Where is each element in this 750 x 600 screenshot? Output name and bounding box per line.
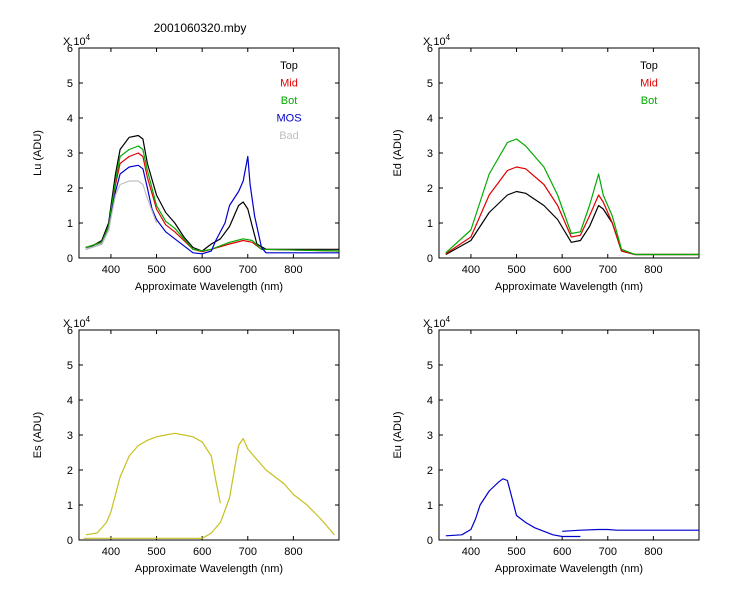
series-1-line: [85, 432, 221, 536]
legend-item-bot: Bot: [281, 95, 298, 107]
series-bad-line: [85, 180, 158, 250]
legend-item-mid: Mid: [280, 78, 298, 90]
y-tick-label: 2: [67, 465, 73, 477]
y-axis-label: Ed (ADU): [392, 129, 404, 176]
x-tick-label: 400: [462, 264, 480, 276]
series-top-line: [85, 134, 339, 252]
plot-frame: [78, 47, 340, 259]
y-axis-label: Eu (ADU): [392, 411, 404, 458]
series-top-line: [445, 190, 699, 256]
y-tick-label: 3: [67, 430, 73, 442]
legend-item-bad: Bad: [279, 130, 299, 142]
y-tick-label: 1: [67, 500, 73, 512]
x-tick-label: 500: [147, 546, 165, 558]
x-tick-label: 700: [599, 546, 617, 558]
y-tick-label: 1: [67, 218, 73, 230]
series-bot-line: [445, 138, 699, 256]
chart-ed: 400 500 600 700 800 0 1 2 3 4 5 6X 104 Approximate W…: [392, 33, 700, 293]
chart-eu: 400 500 600 700 800 0 1 2 3 4 5 6X 104 Approximate W…: [392, 315, 700, 575]
x-tick-label: 500: [507, 264, 525, 276]
series-2-line: [562, 528, 699, 532]
legend-item-bot: Bot: [641, 95, 658, 107]
y-tick-label: 3: [427, 148, 433, 160]
x-tick-label: 700: [599, 264, 617, 276]
x-tick-label: 500: [507, 546, 525, 558]
x-tick-label: 400: [462, 546, 480, 558]
series-mos-line: [85, 155, 339, 255]
x-tick-label: 600: [553, 264, 571, 276]
series-1-line: [445, 478, 581, 538]
x-tick-label: 500: [147, 264, 165, 276]
legend-item-mid: Mid: [640, 78, 658, 90]
plot-frame: [78, 329, 340, 541]
y-tick-label: 4: [427, 395, 433, 407]
y-tick-label: 0: [67, 253, 73, 265]
y-tick-label: 4: [67, 395, 73, 407]
x-axis-label: Approximate Wavelength (nm): [135, 563, 283, 575]
x-tick-label: 700: [239, 546, 257, 558]
x-tick-label: 600: [553, 546, 571, 558]
x-tick-label: 700: [239, 264, 257, 276]
legend-item-mos: MOS: [276, 113, 301, 125]
y-exponent-label: X 104: [423, 33, 451, 48]
x-tick-label: 800: [644, 546, 662, 558]
y-tick-label: 3: [67, 148, 73, 160]
y-exponent-label: X 104: [423, 315, 451, 330]
y-tick-label: 2: [67, 183, 73, 195]
y-axis-label: Lu (ADU): [32, 130, 44, 176]
y-tick-label: 2: [427, 465, 433, 477]
x-axis-label: Approximate Wavelength (nm): [495, 563, 643, 575]
x-tick-label: 800: [284, 264, 302, 276]
y-tick-label: 5: [67, 360, 73, 372]
series-mid-line: [445, 166, 699, 256]
x-axis-label: Approximate Wavelength (nm): [495, 281, 643, 293]
y-tick-label: 5: [67, 78, 73, 90]
chart-lu: 400 500 600 700 800 0 1 2 3 4 5 6X 104 Approximate W…: [32, 33, 340, 293]
series-bot-line: [85, 145, 340, 252]
legend-item-top: Top: [280, 60, 298, 72]
y-tick-label: 6: [67, 325, 73, 337]
y-tick-label: 1: [427, 218, 433, 230]
y-exponent-label: X 104: [63, 33, 91, 48]
y-tick-label: 4: [67, 113, 73, 125]
y-exponent-label: X 104: [63, 315, 91, 330]
y-tick-label: 0: [67, 535, 73, 547]
y-tick-label: 6: [427, 43, 433, 55]
y-tick-label: 1: [427, 500, 433, 512]
y-tick-label: 3: [427, 430, 433, 442]
y-tick-label: 6: [67, 43, 73, 55]
x-tick-label: 600: [193, 546, 211, 558]
series-mid-line: [85, 152, 340, 253]
x-tick-label: 800: [284, 546, 302, 558]
y-tick-label: 5: [427, 78, 433, 90]
y-axis-label: Es (ADU): [32, 412, 44, 458]
plot-frame: [438, 329, 700, 541]
y-tick-label: 0: [427, 253, 433, 265]
x-axis-label: Approximate Wavelength (nm): [135, 281, 283, 293]
y-tick-label: 2: [427, 183, 433, 195]
x-tick-label: 600: [193, 264, 211, 276]
legend-item-top: Top: [640, 60, 658, 72]
figure-title: 2001060320.mby: [153, 21, 247, 35]
y-tick-label: 4: [427, 113, 433, 125]
chart-es: 400 500 600 700 800 0 1 2 3 4 5 6X 104 Approximate W…: [32, 315, 340, 575]
x-tick-label: 800: [644, 264, 662, 276]
series-2-line: [83, 437, 335, 539]
x-tick-label: 400: [102, 546, 120, 558]
y-tick-label: 0: [427, 535, 433, 547]
y-tick-label: 6: [427, 325, 433, 337]
x-tick-label: 400: [102, 264, 120, 276]
y-tick-label: 5: [427, 360, 433, 372]
